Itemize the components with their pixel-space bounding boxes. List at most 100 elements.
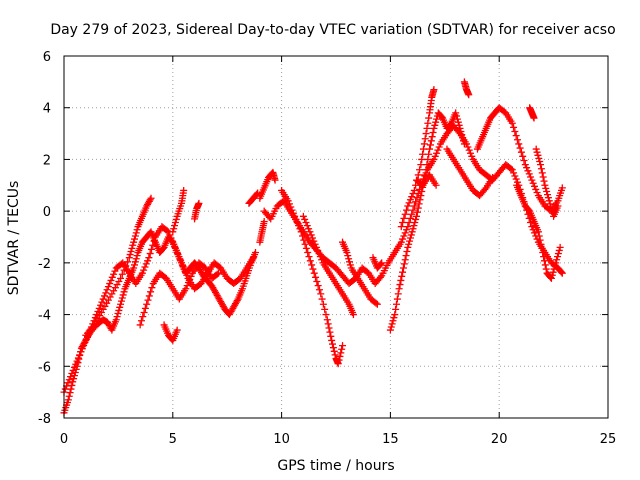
- data-point: [302, 219, 310, 227]
- data-point: [102, 289, 110, 297]
- data-point: [122, 262, 130, 270]
- data-point: [339, 342, 347, 350]
- data-point: [251, 249, 259, 257]
- data-point: [411, 219, 419, 227]
- data-point: [397, 238, 405, 246]
- data-point: [554, 253, 562, 261]
- data-point: [78, 345, 86, 353]
- data-point: [554, 202, 562, 210]
- data-point: [432, 118, 440, 126]
- data-point: [535, 154, 543, 162]
- data-point: [420, 140, 428, 148]
- grid-lines: [64, 56, 608, 418]
- data-point: [418, 155, 426, 163]
- series-track-4: [136, 259, 222, 329]
- data-point: [317, 290, 325, 298]
- data-point: [548, 271, 556, 279]
- data-point: [126, 251, 134, 259]
- data-point: [284, 197, 292, 205]
- data-point: [335, 356, 343, 364]
- data-point: [416, 166, 424, 174]
- y-axis-label: SDTVAR / TECUs: [6, 181, 22, 296]
- data-point: [305, 253, 313, 261]
- data-point: [131, 235, 139, 243]
- data-point: [139, 313, 147, 321]
- data-point: [558, 269, 566, 277]
- data-point: [297, 228, 305, 236]
- data-point: [143, 300, 151, 308]
- data-point: [406, 214, 414, 222]
- data-point: [130, 264, 138, 272]
- y-tick-label: -4: [38, 309, 51, 324]
- data-point: [538, 169, 546, 177]
- data-point: [329, 340, 337, 348]
- data-point: [402, 252, 410, 260]
- data-point: [423, 161, 431, 169]
- data-point: [555, 246, 563, 254]
- data-point: [64, 379, 72, 387]
- series-track-5: [169, 186, 188, 236]
- data-point: [138, 269, 146, 277]
- data-point: [169, 228, 177, 236]
- data-point: [431, 121, 439, 129]
- data-point: [93, 311, 101, 319]
- data-point: [415, 200, 423, 208]
- data-point: [407, 231, 415, 239]
- data-point: [410, 222, 418, 230]
- data-point: [424, 155, 432, 163]
- data-point: [127, 247, 135, 255]
- data-point: [412, 215, 420, 223]
- data-point: [539, 173, 547, 181]
- data-point: [430, 86, 438, 94]
- data-point: [416, 196, 424, 204]
- data-point: [525, 170, 533, 178]
- data-point: [556, 243, 564, 251]
- axis-ticks: 0 5 10 15 20 25 -8 -6 -4 -2 0 2 4 6: [38, 50, 616, 447]
- data-point: [98, 298, 106, 306]
- series-track-22: [513, 181, 564, 282]
- series-track-14: [339, 238, 381, 308]
- series-track-9: [256, 168, 279, 202]
- data-point: [285, 200, 293, 208]
- data-point: [132, 229, 140, 237]
- data-point: [535, 232, 543, 240]
- data-point: [74, 354, 82, 362]
- data-point: [530, 114, 538, 122]
- data-point: [428, 133, 436, 141]
- data-point: [144, 296, 152, 304]
- data-point: [319, 300, 327, 308]
- data-point: [322, 311, 330, 319]
- data-point: [453, 115, 461, 123]
- data-point: [398, 272, 406, 280]
- data-point: [338, 345, 346, 353]
- data-point: [249, 254, 257, 262]
- data-point: [131, 258, 139, 266]
- data-point: [144, 257, 152, 265]
- data-point: [417, 161, 425, 169]
- data-point: [120, 288, 128, 296]
- series-track-13: [256, 217, 268, 246]
- data-point: [178, 259, 186, 267]
- data-point: [104, 283, 112, 291]
- data-point: [551, 262, 559, 270]
- data-point: [68, 370, 76, 378]
- data-point: [323, 316, 331, 324]
- data-point: [299, 212, 307, 220]
- data-point: [186, 275, 194, 283]
- data-point: [337, 349, 345, 357]
- data-point: [145, 292, 153, 300]
- data-point: [312, 273, 320, 281]
- data-point: [533, 189, 541, 197]
- data-point: [130, 238, 138, 246]
- data-point: [108, 290, 116, 298]
- data-point: [512, 132, 520, 140]
- data-point: [180, 265, 188, 273]
- y-tick-label: 0: [43, 205, 51, 220]
- data-point: [298, 232, 306, 240]
- y-tick-label: 4: [43, 102, 51, 117]
- data-point: [392, 300, 400, 308]
- data-point: [233, 297, 241, 305]
- data-point: [549, 268, 557, 276]
- data-point: [117, 297, 125, 305]
- data-point: [301, 215, 309, 223]
